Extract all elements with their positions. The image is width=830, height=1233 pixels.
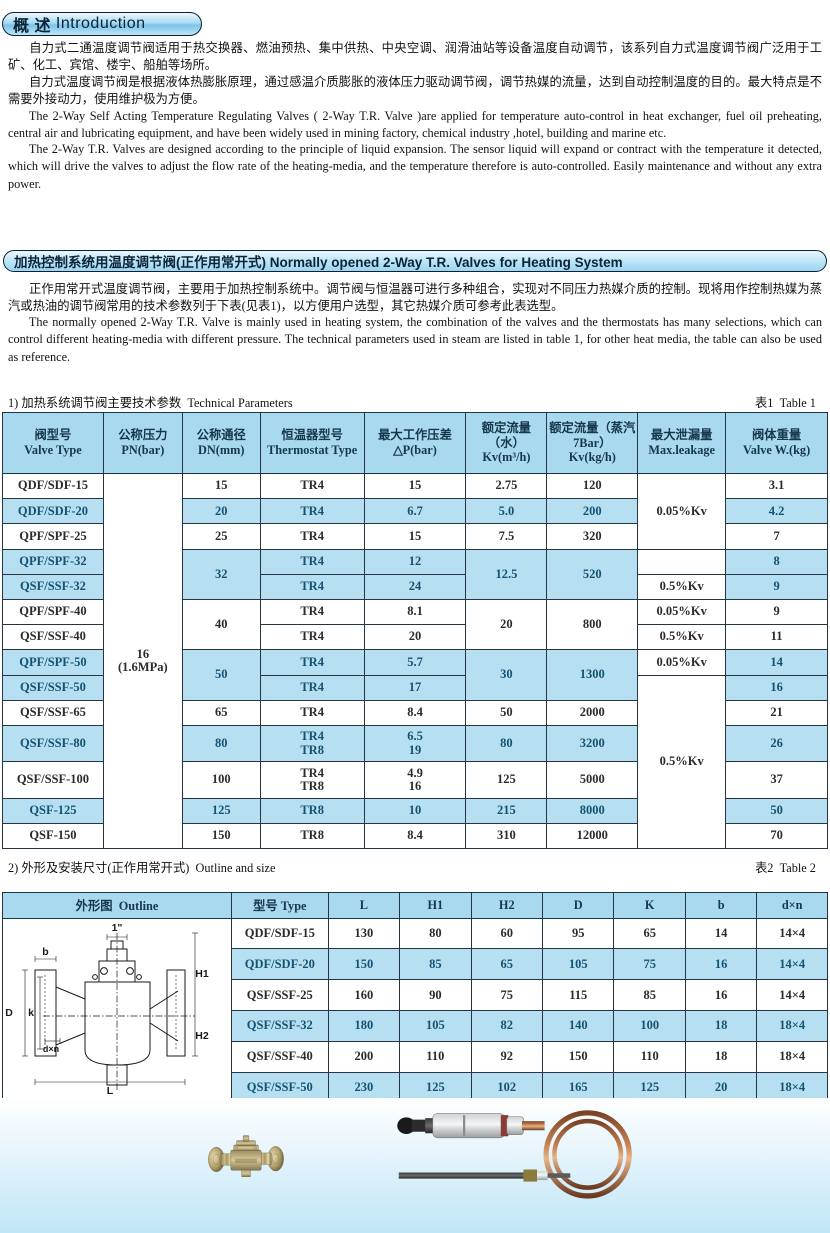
svg-text:k: k [28, 1007, 34, 1019]
svg-text:1": 1" [112, 922, 123, 934]
svg-text:H2: H2 [195, 1030, 209, 1042]
svg-text:H1: H1 [195, 968, 209, 980]
svg-text:L: L [107, 1085, 114, 1097]
svg-text:b: b [42, 946, 48, 958]
svg-text:D: D [5, 1007, 13, 1019]
svg-text:d×n: d×n [43, 1044, 59, 1054]
